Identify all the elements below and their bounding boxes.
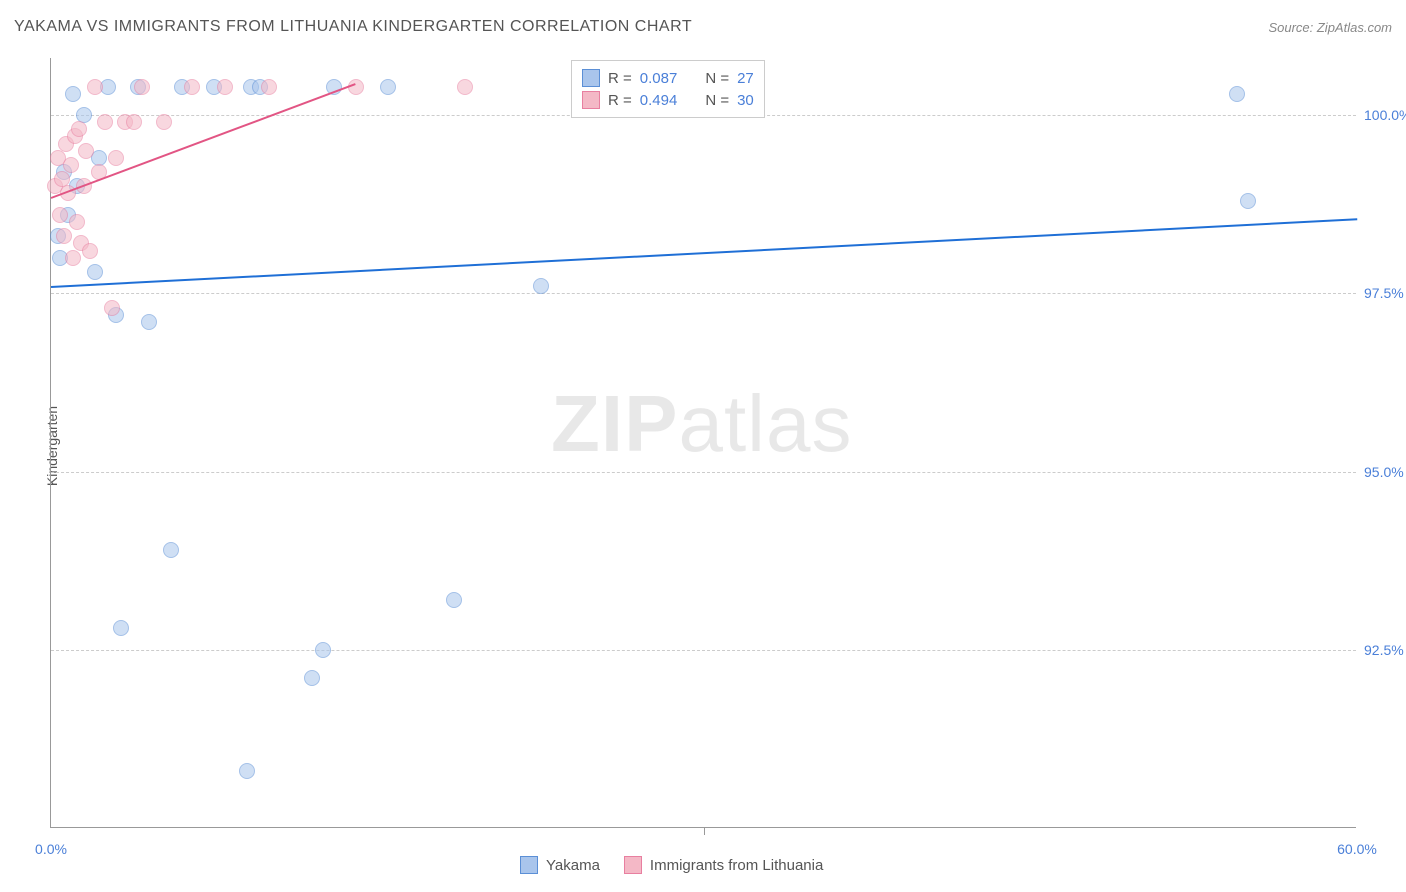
xtick-label: 60.0% xyxy=(1337,841,1377,857)
data-point xyxy=(533,278,549,294)
data-point xyxy=(56,228,72,244)
gridline xyxy=(51,293,1356,294)
data-point xyxy=(108,150,124,166)
watermark: ZIPatlas xyxy=(551,378,852,470)
data-point xyxy=(104,300,120,316)
legend-label: Immigrants from Lithuania xyxy=(650,857,823,874)
data-point xyxy=(63,157,79,173)
data-point xyxy=(380,79,396,95)
legend-swatch xyxy=(582,91,600,109)
data-point xyxy=(156,114,172,130)
data-point xyxy=(457,79,473,95)
chart-plot-area: ZIPatlas 92.5%95.0%97.5%100.0%0.0%60.0%R… xyxy=(50,58,1356,828)
ytick-label: 97.5% xyxy=(1364,285,1406,301)
data-point xyxy=(1240,193,1256,209)
legend-bottom: Yakama Immigrants from Lithuania xyxy=(520,856,823,874)
data-point xyxy=(82,243,98,259)
r-value: 0.087 xyxy=(640,70,678,87)
data-point xyxy=(126,114,142,130)
legend-stats: R = 0.087 N = 27 R = 0.494 N = 30 xyxy=(571,60,765,118)
legend-swatch xyxy=(624,856,642,874)
legend-item: Immigrants from Lithuania xyxy=(624,856,823,874)
legend-label: Yakama xyxy=(546,857,600,874)
data-point xyxy=(71,121,87,137)
ytick-label: 92.5% xyxy=(1364,642,1406,658)
data-point xyxy=(134,79,150,95)
data-point xyxy=(141,314,157,330)
n-label: N = xyxy=(705,70,729,87)
n-label: N = xyxy=(705,92,729,109)
data-point xyxy=(1229,86,1245,102)
gridline xyxy=(51,472,1356,473)
data-point xyxy=(97,114,113,130)
data-point xyxy=(315,642,331,658)
data-point xyxy=(261,79,277,95)
source-label: Source: ZipAtlas.com xyxy=(1268,20,1392,35)
legend-item: Yakama xyxy=(520,856,600,874)
data-point xyxy=(87,264,103,280)
n-value: 27 xyxy=(737,70,754,87)
data-point xyxy=(217,79,233,95)
legend-swatch xyxy=(520,856,538,874)
chart-title: YAKAMA VS IMMIGRANTS FROM LITHUANIA KIND… xyxy=(14,18,692,36)
r-label: R = xyxy=(608,70,632,87)
legend-stats-row: R = 0.087 N = 27 xyxy=(582,67,754,89)
data-point xyxy=(304,670,320,686)
data-point xyxy=(87,79,103,95)
legend-stats-row: R = 0.494 N = 30 xyxy=(582,89,754,111)
data-point xyxy=(446,592,462,608)
gridline xyxy=(51,650,1356,651)
trend-line xyxy=(51,218,1357,288)
n-value: 30 xyxy=(737,92,754,109)
data-point xyxy=(113,620,129,636)
legend-swatch xyxy=(582,69,600,87)
data-point xyxy=(78,143,94,159)
trend-line xyxy=(51,83,356,199)
data-point xyxy=(69,214,85,230)
r-label: R = xyxy=(608,92,632,109)
data-point xyxy=(184,79,200,95)
chart-header: YAKAMA VS IMMIGRANTS FROM LITHUANIA KIND… xyxy=(14,18,1392,36)
data-point xyxy=(65,86,81,102)
ytick-label: 95.0% xyxy=(1364,464,1406,480)
xtick xyxy=(704,827,705,835)
xtick-label: 0.0% xyxy=(35,841,67,857)
r-value: 0.494 xyxy=(640,92,678,109)
data-point xyxy=(163,542,179,558)
data-point xyxy=(65,250,81,266)
data-point xyxy=(239,763,255,779)
data-point xyxy=(52,207,68,223)
ytick-label: 100.0% xyxy=(1364,107,1406,123)
